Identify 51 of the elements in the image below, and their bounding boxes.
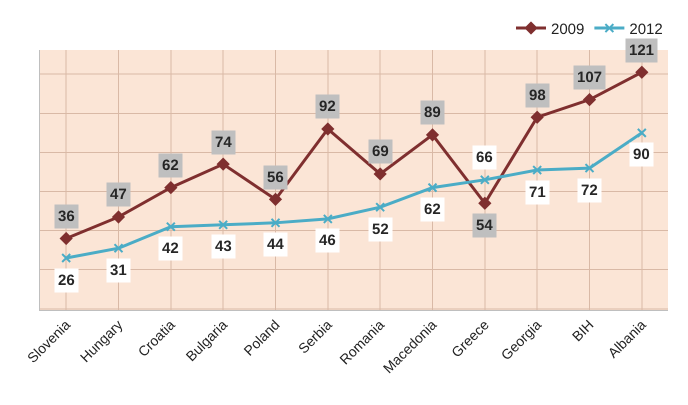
point — [530, 111, 544, 124]
data-label: 62 — [424, 201, 441, 218]
point — [478, 197, 492, 210]
data-label: 62 — [162, 157, 179, 174]
data-label: 107 — [577, 69, 602, 86]
data-label: 71 — [529, 184, 546, 201]
point — [269, 193, 282, 206]
point — [166, 222, 176, 232]
point — [428, 182, 438, 193]
data-label: 36 — [58, 208, 75, 225]
data-label: 66 — [476, 149, 493, 166]
point — [426, 128, 439, 142]
data-label: 42 — [162, 240, 179, 257]
point — [218, 220, 228, 230]
point — [60, 232, 72, 245]
data-label: 69 — [372, 143, 389, 160]
point — [164, 181, 178, 194]
data-label: 47 — [110, 186, 127, 203]
x-tick-label: BIH — [568, 316, 597, 344]
legend-label: 2009 — [551, 20, 584, 38]
data-label: 44 — [267, 236, 284, 253]
data-label: 31 — [110, 262, 127, 279]
point — [114, 243, 124, 254]
point — [374, 168, 386, 180]
data-label: 43 — [215, 238, 232, 255]
point — [322, 214, 333, 224]
data-label: 92 — [319, 98, 336, 115]
point — [216, 158, 230, 170]
data-label: 46 — [319, 232, 336, 249]
data-label: 74 — [215, 134, 232, 151]
data-label: 72 — [581, 182, 598, 199]
point — [636, 66, 648, 78]
data-label: 52 — [372, 221, 389, 238]
data-label: 89 — [424, 104, 441, 121]
data-label: 121 — [629, 42, 654, 59]
point — [270, 218, 280, 228]
data-label: 56 — [267, 169, 284, 186]
legend-label: 2012 — [629, 20, 663, 38]
point — [322, 122, 334, 136]
point — [583, 93, 596, 106]
data-label: 90 — [633, 146, 650, 163]
point — [112, 210, 125, 224]
data-label: 98 — [529, 87, 546, 104]
point — [480, 174, 490, 185]
data-label: 26 — [58, 272, 75, 289]
point — [636, 128, 647, 138]
point — [61, 253, 72, 263]
point — [584, 163, 594, 174]
point — [532, 165, 542, 176]
point — [375, 202, 386, 212]
data-label: 54 — [476, 217, 494, 234]
